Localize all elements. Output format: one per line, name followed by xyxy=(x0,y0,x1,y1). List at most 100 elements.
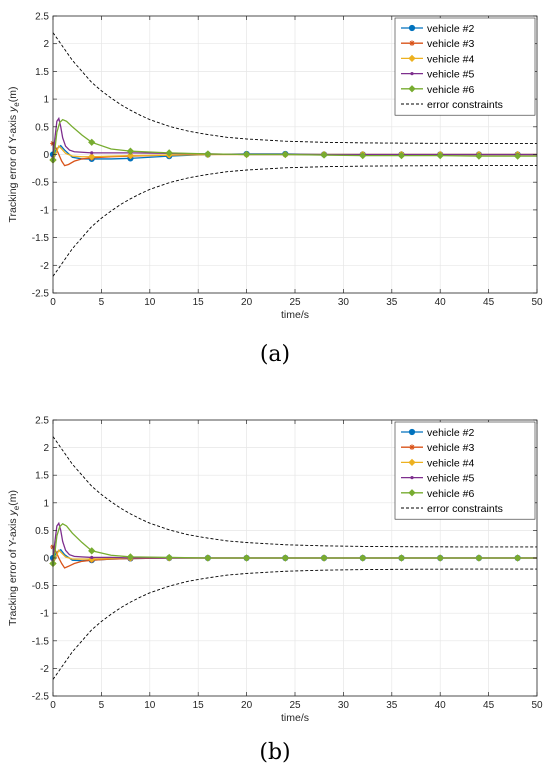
legend-label: vehicle #6 xyxy=(427,84,474,96)
y-tick-label: 2.5 xyxy=(35,416,49,427)
x-axis-label: time/s xyxy=(281,712,309,724)
legend-marker xyxy=(408,54,416,63)
y-tick-label: -1 xyxy=(40,205,49,216)
y-tick-label: -1 xyxy=(40,609,49,620)
data-point xyxy=(90,555,94,560)
y-tick-label: -0.5 xyxy=(32,581,50,592)
x-tick-label: 10 xyxy=(144,700,156,711)
y-tick-label: 2.5 xyxy=(35,12,49,23)
chart-b-svg: 0 5 10 15 20 25 30 35 40 45 50 -2.5 -2 -1.5 -1 -0.5 0 0.5… xyxy=(7,416,543,725)
y-tick-label: -2 xyxy=(40,664,49,675)
legend-marker xyxy=(410,72,414,76)
data-point xyxy=(165,553,173,562)
x-tick-label: 30 xyxy=(338,700,350,711)
x-tick-label: 25 xyxy=(289,700,301,711)
x-tick-label: 0 xyxy=(50,297,56,308)
x-tick-label: 35 xyxy=(386,700,398,711)
x-tick-label: 15 xyxy=(193,297,205,308)
series-6 xyxy=(52,436,537,680)
chart-panel-b: 0 5 10 15 20 25 30 35 40 45 50 -2.5 -2 -1.5 -1 -0.5 0 0.5… xyxy=(0,398,550,781)
legend-label: vehicle #5 xyxy=(427,69,474,81)
chart-a-svg: 0 5 10 15 20 25 30 35 40 45 50 -2.5 -2 -1.5 -1 -0.5 0 0.5… xyxy=(7,12,543,322)
data-point xyxy=(204,150,212,158)
y-tick-label: -2.5 xyxy=(32,289,50,300)
y-axis-label: Tracking error of Y-axis ye(m) xyxy=(7,87,21,223)
legend-label: vehicle #4 xyxy=(427,457,474,469)
legend-marker xyxy=(408,85,416,93)
y-tick-label: -0.5 xyxy=(32,178,50,189)
x-tick-label: 10 xyxy=(144,297,156,308)
legend-label: error constraints xyxy=(427,99,503,111)
y-tick-label: 1 xyxy=(43,95,49,106)
y-tick-label: 1.5 xyxy=(35,471,49,482)
data-point xyxy=(436,151,444,160)
x-axis-label: time/s xyxy=(281,309,309,321)
legend-label: vehicle #3 xyxy=(427,38,474,50)
legend-label: vehicle #2 xyxy=(427,427,474,439)
data-point xyxy=(165,149,173,157)
legend-label: vehicle #2 xyxy=(427,23,474,35)
legend-marker xyxy=(409,444,415,450)
series-line-lower xyxy=(52,165,537,277)
legend-label: vehicle #3 xyxy=(427,442,474,454)
chart-a-caption: (a) xyxy=(259,342,291,367)
legend-marker xyxy=(408,428,416,436)
series-line-lower xyxy=(52,568,537,680)
data-point xyxy=(88,138,96,146)
data-point xyxy=(126,147,135,155)
data-point xyxy=(281,554,289,562)
data-point xyxy=(436,554,444,562)
legend-marker xyxy=(408,458,416,467)
data-point xyxy=(475,554,483,562)
y-tick-label: 2 xyxy=(43,443,49,454)
legend-box xyxy=(394,17,536,116)
data-point xyxy=(320,554,328,562)
y-tick-label: 0 xyxy=(43,150,49,161)
x-tick-label: 5 xyxy=(99,700,105,711)
y-tick-label: -1.5 xyxy=(32,233,50,244)
chart-panel-a: 0 5 10 15 20 25 30 35 40 45 50 -2.5 -2 -1.5 -1 -0.5 0 0.5… xyxy=(0,0,550,390)
legend: vehicle #2 vehicle #3 vehicle #4 vehicle #5… xyxy=(394,17,536,116)
series-5 xyxy=(49,118,537,164)
x-tick-label: 20 xyxy=(241,297,253,308)
data-point xyxy=(90,151,94,155)
series-line xyxy=(52,118,537,161)
data-point xyxy=(475,152,483,160)
series-6 xyxy=(52,32,537,277)
x-tick-label: 30 xyxy=(338,297,350,308)
data-point xyxy=(320,151,328,159)
x-tick-label: 20 xyxy=(241,700,253,711)
series-line xyxy=(52,116,537,158)
data-point xyxy=(204,554,212,562)
x-tick-label: 25 xyxy=(289,297,301,308)
x-tick-label: 5 xyxy=(99,297,105,308)
legend-marker xyxy=(409,40,415,46)
y-tick-label: 1 xyxy=(43,498,49,509)
y-tick-label: 2 xyxy=(43,39,49,50)
data-point xyxy=(514,554,522,562)
y-tick-label: -2 xyxy=(40,261,49,272)
y-tick-label: 0.5 xyxy=(35,122,49,133)
y-tick-label: 0.5 xyxy=(35,526,49,537)
data-point xyxy=(126,553,135,561)
legend: vehicle #2 vehicle #3 vehicle #4 vehicle #5… xyxy=(394,421,536,520)
y-tick-label: -1.5 xyxy=(32,636,50,647)
data-point xyxy=(359,151,367,160)
legend-box xyxy=(394,421,536,520)
chart-b-caption: (b) xyxy=(259,740,291,765)
y-tick-label: 0 xyxy=(43,554,49,565)
x-tick-label: 40 xyxy=(435,297,447,308)
legend-marker xyxy=(408,489,416,497)
data-point xyxy=(88,547,96,555)
data-point xyxy=(397,151,406,160)
x-tick-label: 35 xyxy=(386,297,398,308)
y-tick-label: -2.5 xyxy=(32,692,50,703)
data-point xyxy=(242,150,251,159)
series-line xyxy=(52,522,537,564)
x-tick-label: 0 xyxy=(50,700,56,711)
y-tick-label: 1.5 xyxy=(35,67,49,78)
data-point xyxy=(281,150,289,159)
data-point xyxy=(514,152,522,160)
data-point xyxy=(88,153,96,161)
data-point xyxy=(359,554,367,562)
